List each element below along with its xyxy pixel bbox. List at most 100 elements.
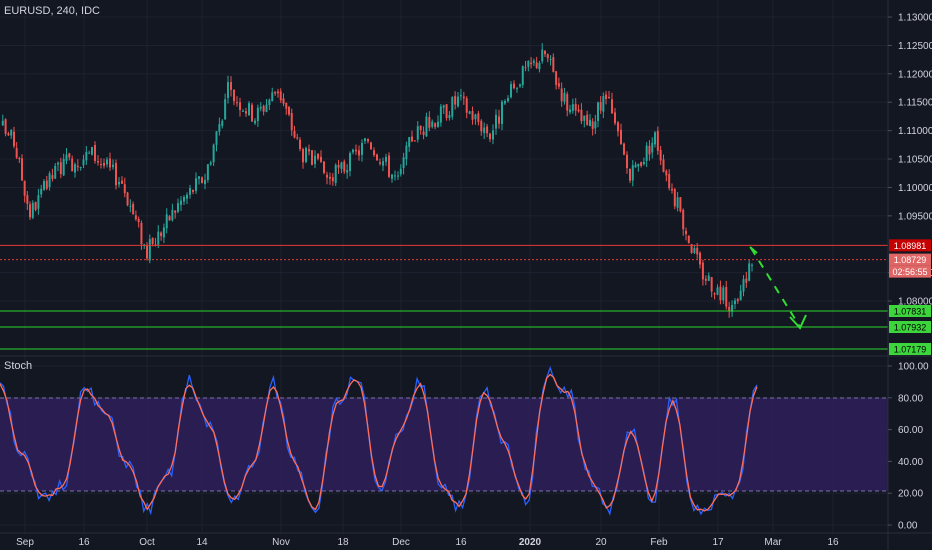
candle-body bbox=[439, 106, 442, 123]
candle-body bbox=[94, 145, 96, 161]
candle-body bbox=[486, 126, 489, 134]
time-tick-label: Mar bbox=[764, 537, 782, 548]
stoch-tick-label: 60.00 bbox=[898, 425, 923, 436]
candle-body bbox=[160, 232, 163, 237]
candle-body bbox=[277, 91, 279, 94]
price-tag-bg bbox=[889, 265, 931, 278]
stoch-tick-label: 80.00 bbox=[898, 393, 923, 404]
candle-body bbox=[541, 49, 544, 62]
candle-body bbox=[115, 163, 117, 186]
price-tag-bg bbox=[889, 253, 931, 266]
candle-body bbox=[530, 62, 533, 65]
candle-body bbox=[422, 131, 425, 136]
candle-body bbox=[713, 293, 716, 295]
price-tick-label: 1.09500 bbox=[898, 211, 932, 222]
price-tag-text: 1.08981 bbox=[894, 241, 927, 251]
candle-body bbox=[285, 102, 288, 109]
candle-body bbox=[637, 163, 640, 167]
candle-body bbox=[495, 114, 497, 129]
candle-body bbox=[305, 147, 307, 162]
stoch-band bbox=[0, 398, 888, 491]
candle-body bbox=[679, 197, 682, 212]
price-tag-bg bbox=[889, 343, 931, 355]
candle-body bbox=[7, 133, 10, 136]
candle-body bbox=[57, 162, 59, 165]
candle-body bbox=[373, 150, 375, 156]
candle-body bbox=[696, 247, 699, 255]
candle-body bbox=[221, 120, 224, 126]
candle-body bbox=[489, 133, 491, 140]
candle-body bbox=[189, 188, 191, 195]
candle-body bbox=[146, 245, 148, 259]
candle-body bbox=[501, 101, 503, 124]
candle-body bbox=[370, 142, 372, 150]
candle-body bbox=[574, 104, 577, 111]
candle-body bbox=[171, 209, 174, 221]
stoch-d-line bbox=[0, 373, 758, 512]
candle-body bbox=[109, 158, 111, 168]
price-tag: 1.08981 bbox=[889, 239, 931, 252]
candle-body bbox=[569, 109, 571, 113]
stoch-layer bbox=[0, 365, 758, 516]
candle-body bbox=[748, 263, 751, 281]
candle-body bbox=[546, 54, 549, 59]
candle-body bbox=[521, 66, 524, 85]
candle-body bbox=[402, 157, 405, 169]
candle-body bbox=[227, 82, 229, 99]
time-axis[interactable]: Sep 16 Oct 14 Nov 18 Dec 16 2020 20 Feb 17 Mar 16 bbox=[16, 537, 839, 548]
candle-body bbox=[690, 244, 693, 253]
candle-body bbox=[557, 83, 560, 87]
candle-body bbox=[589, 119, 591, 127]
projection-cap bbox=[749, 246, 758, 254]
candle-body bbox=[563, 92, 566, 102]
candle-body bbox=[29, 204, 31, 218]
candle-body bbox=[425, 116, 428, 137]
candle-body bbox=[100, 164, 102, 166]
candle-body bbox=[103, 162, 105, 166]
price-tag-text: 1.07831 bbox=[894, 307, 927, 317]
candle-body bbox=[13, 131, 15, 147]
candle-body bbox=[605, 94, 607, 99]
candle-body bbox=[26, 195, 29, 204]
candle-body bbox=[710, 277, 713, 292]
candle-body bbox=[648, 145, 651, 155]
stoch-axis[interactable]: 100.00 80.00 60.00 40.00 20.00 0.00 bbox=[888, 361, 929, 532]
candle-body bbox=[346, 170, 349, 173]
candle-body bbox=[51, 175, 54, 179]
time-tick-label: 2020 bbox=[519, 537, 542, 548]
candle-body bbox=[519, 84, 521, 87]
candle-body bbox=[555, 71, 558, 85]
candle-body bbox=[239, 102, 241, 111]
candle-body bbox=[544, 50, 546, 55]
price-tag-bg bbox=[889, 321, 931, 333]
price-tag-text: 1.07179 bbox=[894, 345, 927, 355]
candle-body bbox=[471, 111, 474, 120]
candle-body bbox=[355, 149, 357, 152]
candle-body bbox=[340, 162, 343, 169]
candle-body bbox=[254, 120, 256, 124]
candle-body bbox=[79, 167, 82, 169]
candle-body bbox=[129, 205, 132, 207]
candle-body bbox=[659, 149, 662, 161]
candle-body bbox=[157, 231, 160, 245]
candle-body bbox=[15, 148, 18, 158]
candle-body bbox=[343, 161, 346, 172]
candle-body bbox=[18, 158, 21, 160]
candle-body bbox=[597, 102, 599, 121]
candle-body bbox=[180, 200, 182, 205]
candle-body bbox=[722, 287, 725, 301]
price-tick-label: 1.10000 bbox=[898, 183, 932, 194]
candle-body bbox=[4, 119, 7, 134]
candle-body bbox=[329, 176, 331, 179]
candle-body bbox=[314, 155, 316, 165]
candle-body bbox=[614, 112, 616, 124]
candle-body bbox=[256, 107, 259, 122]
stoch-tick-label: 20.00 bbox=[898, 489, 923, 500]
candle-body bbox=[68, 153, 71, 158]
candle-body bbox=[725, 286, 728, 307]
candle-body bbox=[535, 62, 538, 68]
candle-body bbox=[734, 300, 736, 305]
candle-body bbox=[88, 152, 91, 154]
candle-body bbox=[492, 130, 494, 140]
candle-body bbox=[583, 115, 586, 121]
